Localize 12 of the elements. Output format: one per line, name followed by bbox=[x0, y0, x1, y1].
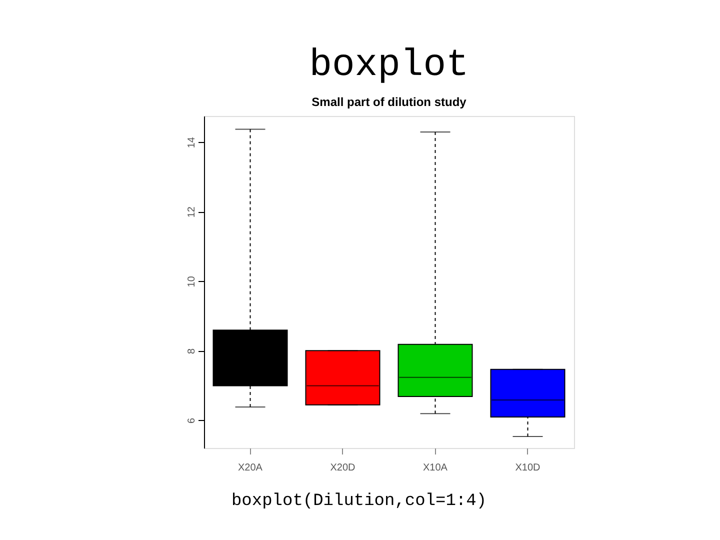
chart-subtitle: Small part of dilution study bbox=[312, 95, 467, 109]
chart-title: boxplot bbox=[309, 44, 469, 87]
y-tick-label: 8 bbox=[186, 348, 198, 354]
x-tick-label: X10A bbox=[423, 462, 448, 474]
y-tick-label: 12 bbox=[186, 206, 198, 218]
y-tick-label: 10 bbox=[186, 276, 198, 288]
y-tick-label: 14 bbox=[186, 136, 198, 148]
x-tick-label: X20D bbox=[330, 462, 356, 474]
x-tick-label: X20A bbox=[238, 462, 263, 474]
text: boxplot(Dilution,col=1:4) bbox=[231, 492, 487, 511]
y-tick-label: 6 bbox=[186, 417, 198, 424]
x-tick-label: X10D bbox=[515, 462, 540, 474]
